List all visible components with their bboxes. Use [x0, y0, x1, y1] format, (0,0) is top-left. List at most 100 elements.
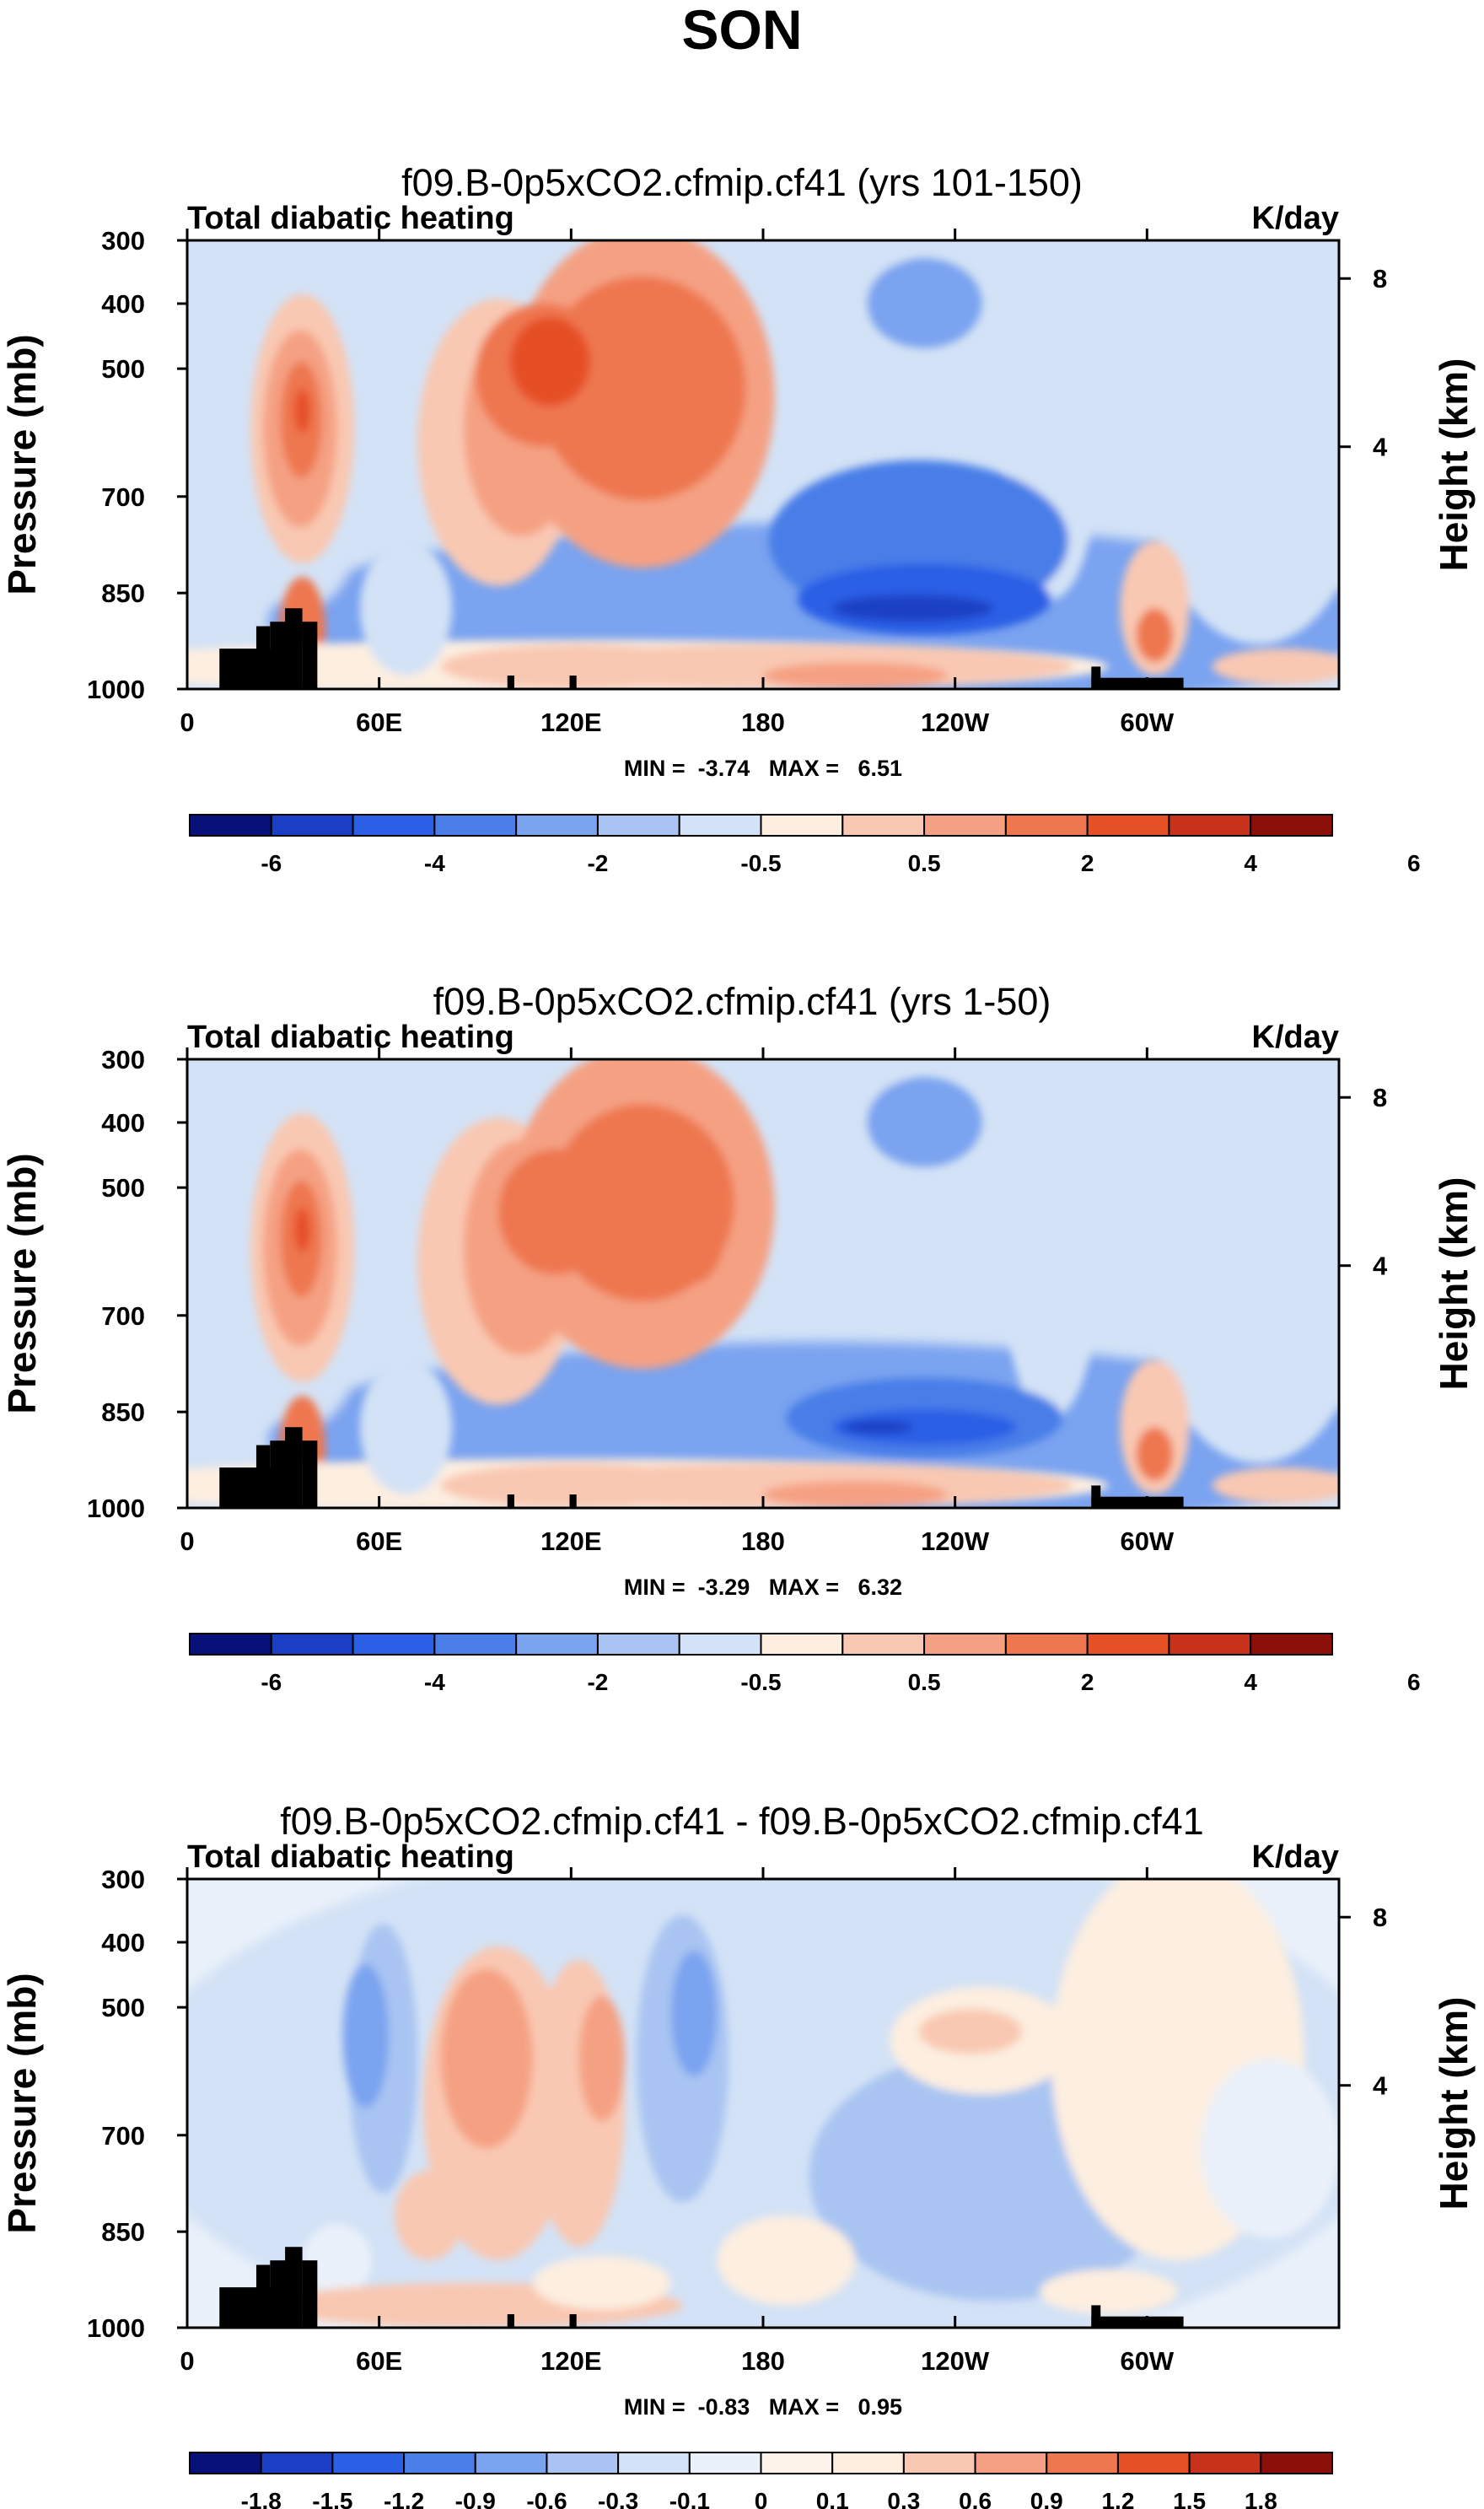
y2-tick-label: 8 — [1373, 1903, 1387, 1932]
colorbar-label: -0.3 — [598, 2488, 638, 2509]
contour-region — [1154, 330, 1339, 644]
colorbar: -6 -4 -2 -0.5 0.5 2 4 6 — [189, 814, 1421, 876]
x-tick-label: 60E — [356, 1526, 402, 1556]
contour-region — [659, 1139, 729, 1284]
y-tick-label: 850 — [101, 579, 145, 608]
colorbar-label: -1.8 — [241, 2488, 282, 2509]
topography — [507, 2314, 514, 2328]
colorbar: -6 -4 -2 -0.5 0.5 2 4 6 — [189, 1633, 1421, 1695]
colorbar-box — [1168, 814, 1252, 837]
y-tick-label: 300 — [101, 1045, 145, 1074]
colorbar-label: 4 — [1244, 850, 1257, 876]
min-max-label: MIN = -0.83 MAX = 0.95 — [624, 2394, 902, 2420]
colorbar: -1.8 -1.5 -1.2 -0.9 -0.6 -0.3 -0.1 0 0.1 0.3 0.6 0.… — [189, 2452, 1333, 2509]
x-tick-label: 120W — [921, 2346, 990, 2376]
contour-region — [497, 1149, 614, 1275]
panel-title: f09.B-0p5xCO2.cfmip.cf41 (yrs 1-50) — [433, 980, 1051, 1023]
x-tick-label: 0 — [180, 708, 194, 737]
y-axis-title: Pressure (mb) — [0, 1973, 44, 2233]
x-tick-label: 60W — [1120, 1526, 1174, 1556]
topography — [1091, 2316, 1184, 2328]
colorbar-box — [270, 814, 354, 837]
y-tick-label: 500 — [101, 1993, 145, 2022]
colorbar-label: 0.6 — [959, 2488, 992, 2509]
y2-tick-label: 4 — [1373, 1252, 1388, 1281]
x-tick-label: 0 — [180, 2346, 194, 2376]
topography — [285, 2247, 303, 2328]
y-tick-label: 700 — [101, 2121, 145, 2151]
contour-region — [763, 662, 948, 689]
y2-axis-title: Height (km) — [1432, 1997, 1476, 2210]
colorbar-box — [974, 2452, 1048, 2474]
colorbar-box — [831, 2452, 905, 2474]
topography — [285, 1427, 303, 1508]
topography — [1091, 677, 1184, 689]
colorbar-label: 0.1 — [816, 2488, 849, 2509]
colorbar-label: -0.9 — [455, 2488, 496, 2509]
topography — [569, 2314, 577, 2328]
contour-region — [918, 2009, 1023, 2054]
x-tick-label: 60W — [1120, 2346, 1174, 2376]
y-axis-title: Pressure (mb) — [0, 1153, 44, 1413]
panel-title: f09.B-0p5xCO2.cfmip.cf41 (yrs 101-150) — [401, 161, 1083, 204]
colorbar-label: 1.2 — [1101, 2488, 1134, 2509]
colorbar-box — [617, 2452, 691, 2474]
y-tick-label: 500 — [101, 1173, 145, 1203]
contour-region — [1136, 608, 1174, 663]
colorbar-label: -6 — [261, 850, 282, 876]
colorbar-box — [331, 2452, 406, 2474]
contour-region — [831, 1408, 1017, 1446]
contour-region — [509, 316, 591, 407]
colorbar-box — [923, 814, 1007, 837]
colorbar-box — [1004, 814, 1089, 837]
topography — [1091, 1496, 1184, 1508]
colorbar-label: 1.5 — [1173, 2488, 1206, 2509]
contour-region — [440, 643, 718, 689]
contour-region — [843, 1420, 913, 1435]
colorbar-box — [189, 1633, 272, 1656]
contour-region — [532, 2255, 671, 2310]
y-tick-label: 700 — [101, 482, 145, 512]
contour-region — [763, 1481, 948, 1508]
panel-difference: f09.B-0p5xCO2.cfmip.cf41 - f09.B-0p5xCO2… — [0, 1800, 1476, 2509]
colorbar-box — [189, 814, 272, 837]
y2-tick-label: 8 — [1373, 264, 1387, 293]
units-label: K/day — [1252, 1839, 1339, 1875]
y-tick-label: 400 — [101, 1108, 145, 1138]
colorbar-label: 0.3 — [887, 2488, 920, 2509]
y-tick-label: 500 — [101, 354, 145, 384]
contour-region — [866, 258, 982, 348]
x-tick-label: 60W — [1120, 708, 1174, 737]
colorbar-label: -0.5 — [740, 850, 781, 876]
colorbar-box — [678, 1633, 762, 1656]
colorbar-box — [923, 1633, 1007, 1656]
colorbar-box — [546, 2452, 620, 2474]
x-tick-label: 60E — [356, 2346, 402, 2376]
topography — [302, 2260, 318, 2328]
contour-region — [342, 1964, 390, 2108]
y2-tick-label: 4 — [1373, 433, 1388, 462]
colorbar-box — [1116, 2452, 1191, 2474]
contour-region — [294, 388, 311, 433]
colorbar-label: 4 — [1244, 1669, 1257, 1695]
y2-axis-title: Height (km) — [1432, 358, 1476, 572]
y-tick-label: 850 — [101, 1397, 145, 1427]
colorbar-box — [1260, 2452, 1333, 2474]
colorbar-box — [1168, 1633, 1252, 1656]
colorbar-box — [596, 1633, 680, 1656]
colorbar-label: -1.5 — [312, 2488, 352, 2509]
colorbar-label: -0.5 — [740, 1669, 781, 1695]
colorbar-box — [688, 2452, 762, 2474]
colorbar-box — [760, 1633, 844, 1656]
y2-tick-label: 8 — [1373, 1083, 1387, 1112]
colorbar-box — [1004, 1633, 1089, 1656]
colorbar-box — [1086, 814, 1170, 837]
colorbar-box — [760, 2452, 834, 2474]
contour-region — [440, 1968, 533, 2149]
colorbar-label: 0.5 — [908, 1669, 941, 1695]
colorbar-box — [352, 814, 436, 837]
colorbar-label: -6 — [261, 1669, 282, 1695]
colorbar-box — [474, 2452, 548, 2474]
y-tick-label: 1000 — [87, 2313, 145, 2343]
colorbar-box — [841, 814, 926, 837]
